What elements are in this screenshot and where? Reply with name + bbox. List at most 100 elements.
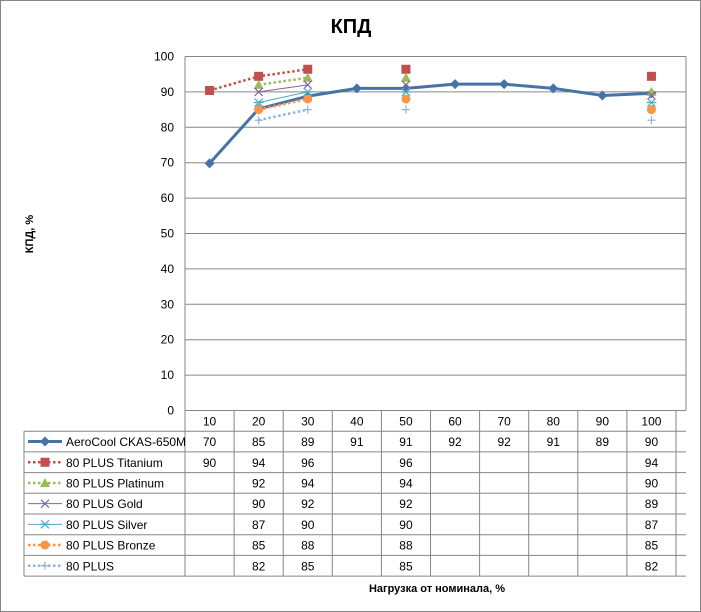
data-label: 85 [252,539,266,553]
data-label: 94 [399,476,413,490]
data-point [40,477,50,487]
data-label: 94 [645,456,659,470]
data-point [401,64,411,74]
data-point [647,91,656,100]
series-2 [205,64,656,95]
y-tick-label: 40 [161,262,175,276]
data-label: 91 [399,435,413,449]
data-label: 87 [645,518,659,532]
data-label: 90 [301,518,315,532]
x-tick-label: 70 [497,414,511,428]
series-lines [204,64,657,169]
data-label: 92 [448,435,462,449]
series-line [208,82,652,165]
data-label: 94 [252,456,266,470]
data-label: 91 [547,435,561,449]
data-label: 85 [645,539,659,553]
series-1 [204,79,657,169]
x-tick-label: 100 [641,414,661,428]
data-point [303,64,313,74]
data-point [646,98,657,107]
y-axis: 0 10 20 30 40 50 60 70 80 90 100 [154,50,174,418]
data-label: 92 [497,435,511,449]
y-tick-label: 10 [161,368,175,382]
data-label: 91 [350,435,364,449]
data-point [303,80,313,90]
data-point [647,116,656,125]
data-label: 85 [399,559,413,573]
series-7 [254,105,656,125]
data-label: 89 [301,435,315,449]
data-label: 90 [645,476,659,490]
data-point [40,499,50,509]
data-point [253,79,264,89]
legend-label: 80 PLUS Bronze [66,539,156,553]
data-label: 85 [252,435,266,449]
data-label: 89 [596,435,610,449]
legend-label: 80 PLUS Silver [66,518,147,532]
y-tick-label: 50 [161,227,175,241]
data-label: 90 [645,435,659,449]
legend-label: 80 PLUS [66,559,114,573]
data-point [646,71,656,81]
x-tick-label: 30 [301,414,315,428]
data-label: 85 [301,559,315,573]
data-label: 92 [301,497,315,511]
x-tick-label: 40 [350,414,364,428]
data-point [401,94,411,104]
series-line [258,84,308,93]
x-tick-label: 60 [448,414,462,428]
data-label: 90 [203,456,217,470]
data-label: 90 [399,518,413,532]
data-label: 92 [252,476,266,490]
y-tick-label: 20 [161,333,175,347]
legend-key [28,477,62,487]
data-table: 10 20 30 40 50 60 70 80 90 100 AeroCool CKAS-650M 7… [23,410,686,577]
y-tick-label: 90 [161,85,175,99]
y-tick-label: 30 [161,297,175,311]
legend-key [28,457,62,467]
x-tick-label: 80 [547,414,561,428]
data-point [302,72,313,82]
data-label: 87 [252,518,266,532]
data-label: 96 [399,456,413,470]
data-point [401,80,411,90]
series-6 [254,94,656,115]
data-point [401,105,410,114]
data-point [40,519,50,529]
data-point [351,83,362,94]
data-point [450,79,461,90]
data-point [400,72,411,82]
data-point [205,85,215,95]
data-point [597,90,608,101]
data-point [254,105,264,115]
data-point [303,105,312,114]
x-tick-label: 50 [399,414,413,428]
legend-key [28,540,62,550]
series-line [258,76,308,87]
data-label: 89 [645,497,659,511]
legend-label: 80 PLUS Gold [66,497,143,511]
legend-key [28,561,62,570]
series-line [258,97,309,111]
legend-key [28,499,62,509]
data-point [646,105,656,115]
series-5 [253,87,657,107]
data-point [253,98,264,107]
legend-label: AeroCool CKAS-650M [66,435,186,449]
data-point [40,436,50,447]
data-label: 88 [301,539,315,553]
y-tick-label: 80 [161,120,175,134]
data-point [41,561,49,570]
data-point [400,83,411,94]
legend-key [28,436,62,447]
series-line [258,91,308,104]
y-tick-label: 0 [167,404,174,418]
chart-title: КПД [331,16,372,38]
data-point [254,71,264,81]
y-tick-label: 70 [161,156,175,170]
x-tick-label: 10 [203,414,217,428]
data-point [40,540,50,550]
data-point [302,87,313,97]
